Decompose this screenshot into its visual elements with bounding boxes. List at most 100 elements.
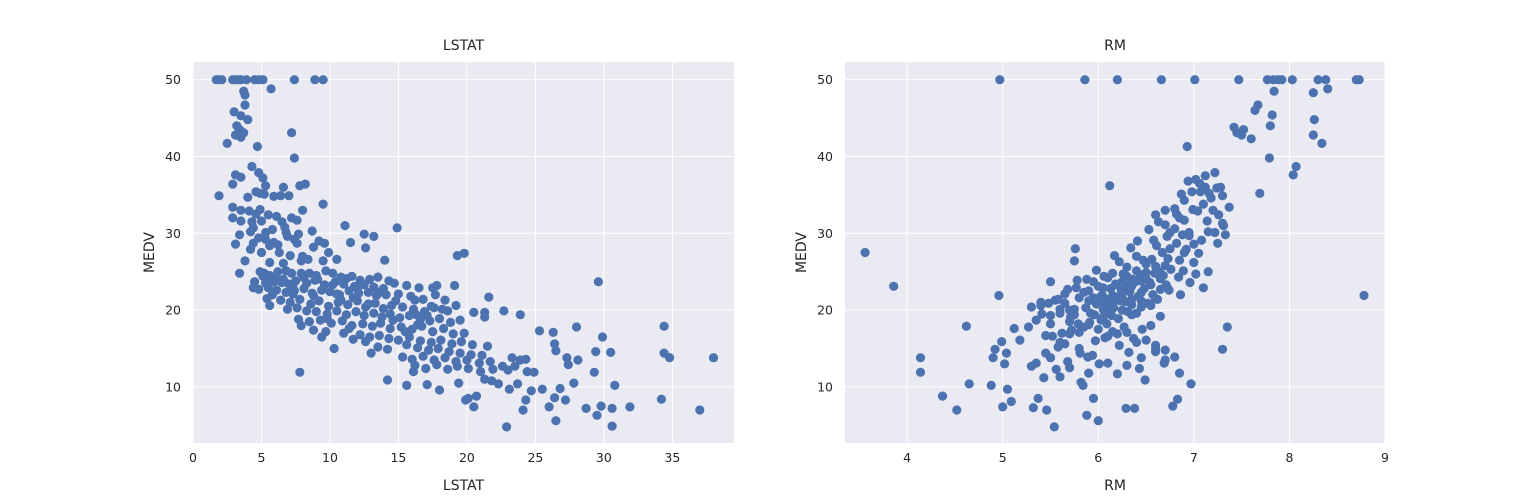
data-point — [1308, 88, 1318, 98]
data-point — [332, 254, 342, 264]
data-point — [445, 317, 456, 327]
x-axis-label: RM — [1104, 478, 1126, 494]
data-point — [296, 320, 306, 331]
data-point — [1042, 405, 1052, 415]
data-point — [997, 337, 1007, 347]
data-point — [1214, 210, 1224, 220]
data-point — [1203, 267, 1213, 277]
data-point — [1065, 363, 1075, 373]
data-point — [222, 138, 232, 148]
data-point — [261, 181, 271, 191]
data-point — [308, 325, 319, 335]
data-point — [391, 296, 401, 306]
data-point — [1031, 315, 1041, 325]
data-point — [1041, 330, 1051, 341]
data-point — [1055, 337, 1065, 347]
y-tick-label: 10 — [817, 379, 833, 394]
data-point — [447, 339, 457, 349]
data-point — [1179, 247, 1189, 258]
data-point — [1146, 300, 1156, 311]
data-point — [1033, 393, 1043, 403]
data-point — [1160, 345, 1170, 355]
data-point — [459, 248, 469, 258]
data-point — [452, 361, 462, 371]
chart-title: LSTAT — [443, 38, 485, 54]
data-point — [1191, 174, 1201, 185]
data-point — [589, 367, 599, 377]
data-point — [1136, 296, 1146, 306]
data-point — [1126, 243, 1136, 253]
data-point — [452, 251, 462, 261]
data-point — [988, 353, 998, 363]
data-point — [459, 328, 469, 338]
data-point — [348, 293, 358, 303]
data-point — [507, 353, 517, 363]
data-point — [1144, 224, 1154, 235]
data-point — [1253, 100, 1263, 110]
data-point — [1206, 193, 1216, 203]
data-point — [392, 223, 402, 233]
data-point — [450, 280, 460, 291]
data-point — [336, 295, 346, 305]
data-point — [1186, 379, 1196, 389]
data-point — [1121, 403, 1131, 413]
data-point — [421, 363, 431, 374]
data-point — [1140, 375, 1150, 385]
data-point — [1026, 302, 1036, 312]
data-point — [1093, 416, 1103, 426]
data-point — [1098, 312, 1108, 322]
data-point — [307, 226, 317, 236]
data-point — [607, 421, 617, 431]
data-point — [625, 402, 635, 412]
data-point — [317, 285, 327, 295]
data-point — [243, 115, 253, 125]
data-point — [430, 290, 440, 300]
data-point — [398, 302, 408, 312]
data-point — [1217, 344, 1228, 354]
data-point — [258, 271, 268, 281]
data-point — [1288, 170, 1298, 180]
data-point — [374, 287, 384, 297]
data-point — [488, 364, 498, 374]
data-point — [1122, 327, 1132, 337]
data-point — [1191, 269, 1201, 279]
data-point — [1084, 320, 1094, 330]
data-point — [1213, 238, 1223, 248]
data-point — [255, 204, 265, 215]
data-point — [1151, 294, 1161, 304]
data-point — [348, 334, 358, 344]
data-point — [1127, 281, 1137, 291]
data-point — [1160, 261, 1170, 271]
data-point — [610, 380, 620, 390]
data-point — [361, 243, 371, 253]
data-point — [359, 229, 369, 239]
data-point — [274, 247, 284, 258]
data-point — [398, 352, 408, 362]
data-point — [296, 256, 306, 266]
data-point — [581, 403, 591, 413]
data-point — [1045, 353, 1056, 363]
data-point — [456, 337, 466, 347]
x-tick-label: 9 — [1381, 450, 1389, 465]
data-point — [355, 330, 365, 340]
data-point — [1108, 268, 1118, 278]
data-point — [308, 290, 319, 301]
data-point — [1117, 277, 1127, 287]
data-point — [434, 314, 445, 324]
data-point — [1087, 350, 1098, 360]
data-point — [373, 342, 383, 352]
data-point — [369, 308, 379, 318]
data-point — [332, 306, 342, 316]
data-point — [1015, 335, 1025, 345]
data-point — [1146, 280, 1156, 290]
data-point — [287, 128, 297, 138]
data-point — [518, 405, 528, 415]
data-point — [243, 192, 253, 202]
data-point — [245, 227, 256, 237]
data-point — [1179, 195, 1189, 205]
data-point — [240, 100, 250, 110]
data-point — [1103, 358, 1113, 368]
data-point — [369, 231, 379, 241]
data-point — [292, 303, 302, 313]
data-point — [404, 310, 414, 321]
